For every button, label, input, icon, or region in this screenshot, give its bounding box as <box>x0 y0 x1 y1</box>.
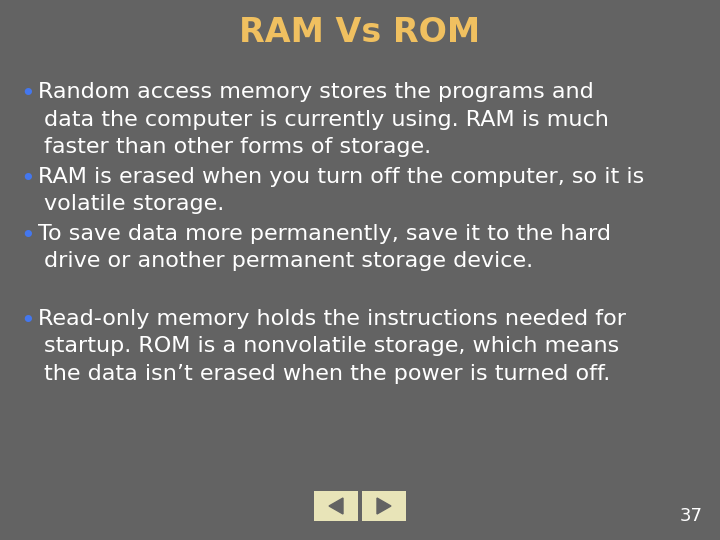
Text: •: • <box>21 309 35 333</box>
Text: •: • <box>21 166 35 191</box>
FancyBboxPatch shape <box>362 491 406 521</box>
Text: •: • <box>21 224 35 248</box>
Text: •: • <box>21 82 35 106</box>
Text: volatile storage.: volatile storage. <box>44 194 224 214</box>
Text: 37: 37 <box>680 507 703 525</box>
FancyBboxPatch shape <box>314 491 358 521</box>
Text: Random access memory stores the programs and: Random access memory stores the programs… <box>38 82 594 102</box>
Polygon shape <box>329 498 343 514</box>
Text: data the computer is currently using. RAM is much: data the computer is currently using. RA… <box>44 110 609 130</box>
Text: Read-only memory holds the instructions needed for: Read-only memory holds the instructions … <box>38 309 626 329</box>
Text: startup. ROM is a nonvolatile storage, which means: startup. ROM is a nonvolatile storage, w… <box>44 336 619 356</box>
Text: the data isn’t erased when the power is turned off.: the data isn’t erased when the power is … <box>44 363 611 384</box>
Text: drive or another permanent storage device.: drive or another permanent storage devic… <box>44 251 533 271</box>
Text: RAM Vs ROM: RAM Vs ROM <box>240 16 480 49</box>
Text: To save data more permanently, save it to the hard: To save data more permanently, save it t… <box>38 224 611 244</box>
Polygon shape <box>377 498 391 514</box>
Text: RAM is erased when you turn off the computer, so it is: RAM is erased when you turn off the comp… <box>38 166 644 186</box>
Text: faster than other forms of storage.: faster than other forms of storage. <box>44 137 431 157</box>
